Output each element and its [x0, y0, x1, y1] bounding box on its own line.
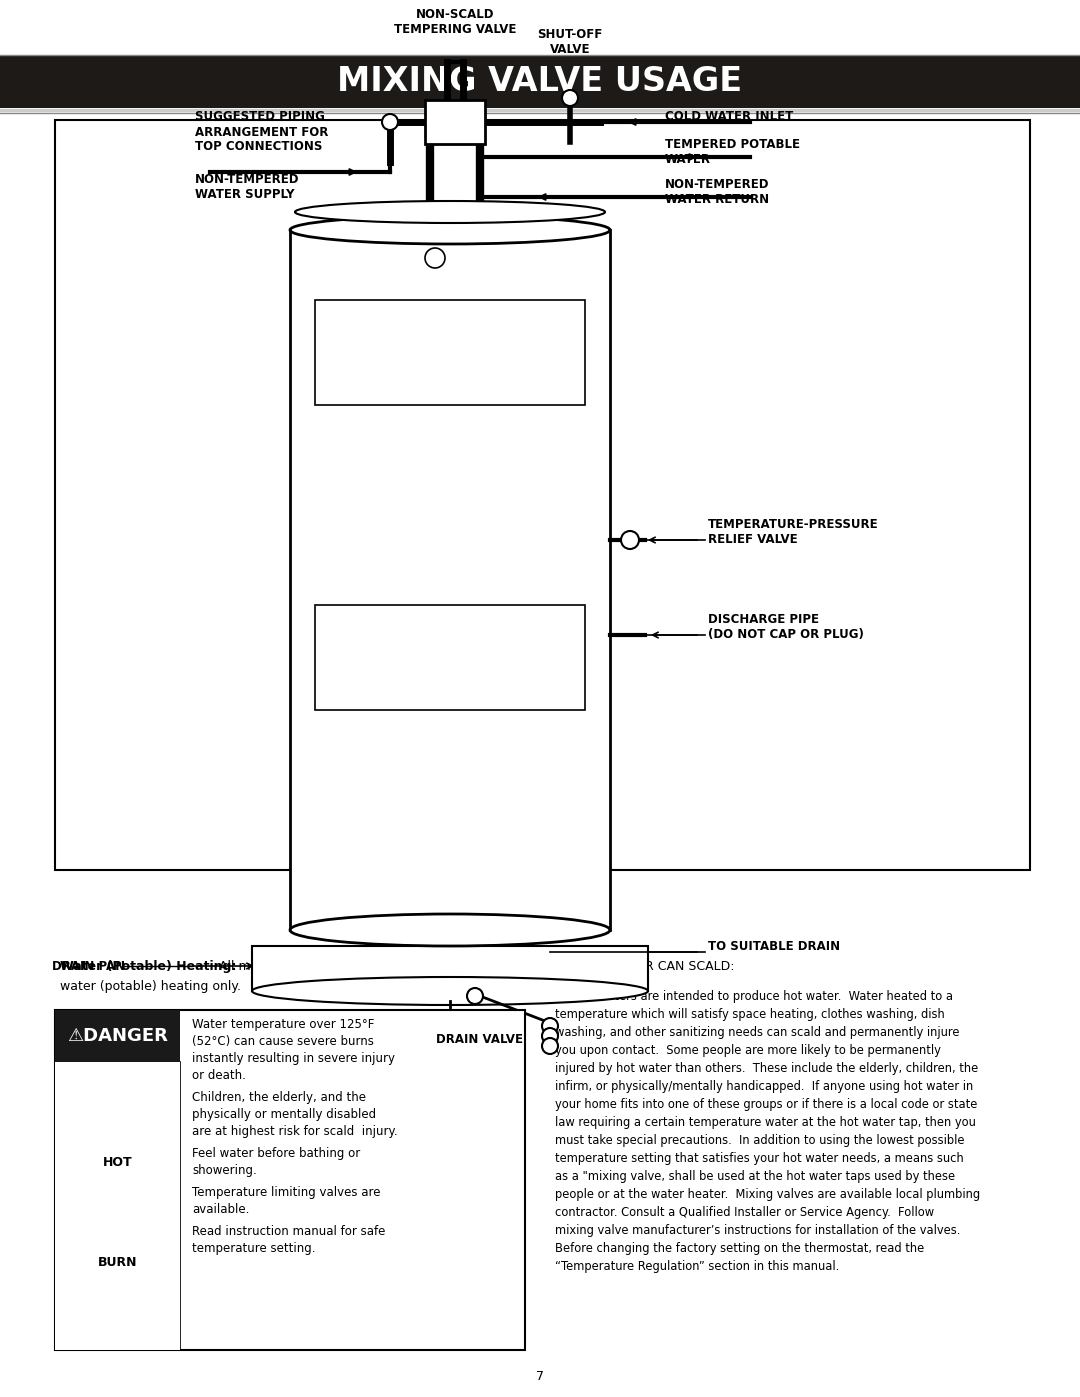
- Text: ⚠DANGER: ⚠DANGER: [67, 1027, 167, 1045]
- Text: temperature setting that satisfies your hot water needs, a means such: temperature setting that satisfies your …: [555, 1153, 963, 1165]
- Text: All models are considered suitable for: All models are considered suitable for: [215, 960, 456, 972]
- Text: as a "mixing valve, shall be used at the hot water taps used by these: as a "mixing valve, shall be used at the…: [555, 1171, 955, 1183]
- Circle shape: [562, 89, 578, 106]
- Bar: [252, 946, 648, 990]
- Bar: [55, 1010, 525, 1350]
- Text: NON-TEMPERED
WATER SUPPLY: NON-TEMPERED WATER SUPPLY: [195, 173, 299, 201]
- Text: “Temperature Regulation” section in this manual.: “Temperature Regulation” section in this…: [555, 1260, 839, 1273]
- Bar: [55, 1062, 180, 1350]
- Text: Temperature limiting valves are: Temperature limiting valves are: [192, 1186, 380, 1199]
- Bar: [0, 54, 1080, 108]
- Text: must take special precautions.  In addition to using the lowest possible: must take special precautions. In additi…: [555, 1134, 964, 1147]
- Text: infirm, or physically/mentally handicapped.  If anyone using hot water in: infirm, or physically/mentally handicapp…: [555, 1080, 973, 1092]
- Circle shape: [382, 115, 399, 130]
- Text: Water (Potable) Heating:: Water (Potable) Heating:: [60, 960, 237, 972]
- Bar: [55, 1010, 180, 1062]
- Bar: [426, 101, 485, 144]
- Text: FIGURE 3.: FIGURE 3.: [505, 900, 575, 914]
- Text: TEMPERED POTABLE
WATER: TEMPERED POTABLE WATER: [665, 138, 800, 166]
- Text: Children, the elderly, and the: Children, the elderly, and the: [192, 1091, 366, 1104]
- Text: showering.: showering.: [192, 1164, 257, 1178]
- Text: BURN: BURN: [98, 1256, 137, 1268]
- Text: injured by hot water than others.  These include the elderly, children, the: injured by hot water than others. These …: [555, 1062, 978, 1076]
- Ellipse shape: [291, 217, 610, 244]
- Text: you upon contact.  Some people are more likely to be permanently: you upon contact. Some people are more l…: [555, 1044, 941, 1058]
- Ellipse shape: [291, 914, 610, 946]
- Text: TEMPERATURE-PRESSURE
RELIEF VALVE: TEMPERATURE-PRESSURE RELIEF VALVE: [708, 518, 879, 546]
- Text: people or at the water heater.  Mixing valves are available local plumbing: people or at the water heater. Mixing va…: [555, 1187, 981, 1201]
- Text: washing, and other sanitizing needs can scald and permanently injure: washing, and other sanitizing needs can …: [555, 1025, 959, 1039]
- Text: SHUT-OFF
VALVE: SHUT-OFF VALVE: [538, 28, 603, 56]
- Bar: [55, 120, 1030, 870]
- Bar: [291, 231, 610, 930]
- Text: water (potable) heating only.: water (potable) heating only.: [60, 981, 241, 993]
- Text: Water heaters are intended to produce hot water.  Water heated to a: Water heaters are intended to produce ho…: [555, 990, 953, 1003]
- Text: temperature setting.: temperature setting.: [192, 1242, 315, 1255]
- Text: SUGGESTED PIPING
ARRANGEMENT FOR
TOP CONNECTIONS: SUGGESTED PIPING ARRANGEMENT FOR TOP CON…: [195, 110, 328, 154]
- Text: TO SUITABLE DRAIN: TO SUITABLE DRAIN: [708, 940, 840, 954]
- Circle shape: [426, 249, 445, 268]
- Text: COLD WATER INLET: COLD WATER INLET: [665, 110, 793, 123]
- Text: available.: available.: [192, 1203, 249, 1215]
- Text: physically or mentally disabled: physically or mentally disabled: [192, 1108, 376, 1120]
- Text: contractor. Consult a Qualified Installer or Service Agency.  Follow: contractor. Consult a Qualified Installe…: [555, 1206, 934, 1220]
- Bar: [315, 605, 585, 710]
- Text: instantly resulting in severe injury: instantly resulting in severe injury: [192, 1052, 395, 1065]
- Text: HOTTER WATER CAN SCALD:: HOTTER WATER CAN SCALD:: [555, 960, 734, 972]
- Text: temperature which will satisfy space heating, clothes washing, dish: temperature which will satisfy space hea…: [555, 1009, 945, 1021]
- Text: are at highest risk for scald  injury.: are at highest risk for scald injury.: [192, 1125, 397, 1139]
- Text: Before changing the factory setting on the thermostat, read the: Before changing the factory setting on t…: [555, 1242, 924, 1255]
- Circle shape: [542, 1038, 558, 1053]
- Circle shape: [621, 531, 639, 549]
- Text: Water temperature over 125°F: Water temperature over 125°F: [192, 1018, 375, 1031]
- Text: mixing valve manufacturer’s instructions for installation of the valves.: mixing valve manufacturer’s instructions…: [555, 1224, 960, 1236]
- Text: Read instruction manual for safe: Read instruction manual for safe: [192, 1225, 386, 1238]
- Text: Feel water before bathing or: Feel water before bathing or: [192, 1147, 361, 1160]
- Text: DRAIN PAN: DRAIN PAN: [52, 960, 125, 972]
- Text: NON-TEMPERED
WATER RETURN: NON-TEMPERED WATER RETURN: [665, 177, 769, 205]
- Circle shape: [542, 1028, 558, 1044]
- Text: HOT: HOT: [103, 1155, 133, 1168]
- Bar: [315, 300, 585, 405]
- Text: NON-SCALD
TEMPERING VALVE: NON-SCALD TEMPERING VALVE: [394, 8, 516, 36]
- Ellipse shape: [252, 977, 648, 1004]
- Text: 7: 7: [536, 1370, 544, 1383]
- Text: MIXING VALVE USAGE: MIXING VALVE USAGE: [337, 66, 743, 98]
- Text: DISCHARGE PIPE
(DO NOT CAP OR PLUG): DISCHARGE PIPE (DO NOT CAP OR PLUG): [708, 613, 864, 641]
- Circle shape: [542, 1018, 558, 1034]
- Text: (52°C) can cause severe burns: (52°C) can cause severe burns: [192, 1035, 374, 1048]
- Ellipse shape: [295, 201, 605, 224]
- Text: law requiring a certain temperature water at the hot water tap, then you: law requiring a certain temperature wate…: [555, 1116, 976, 1129]
- Circle shape: [467, 988, 483, 1004]
- Text: DRAIN VALVE: DRAIN VALVE: [436, 1032, 524, 1046]
- Text: or death.: or death.: [192, 1069, 246, 1083]
- Text: your home fits into one of these groups or if there is a local code or state: your home fits into one of these groups …: [555, 1098, 977, 1111]
